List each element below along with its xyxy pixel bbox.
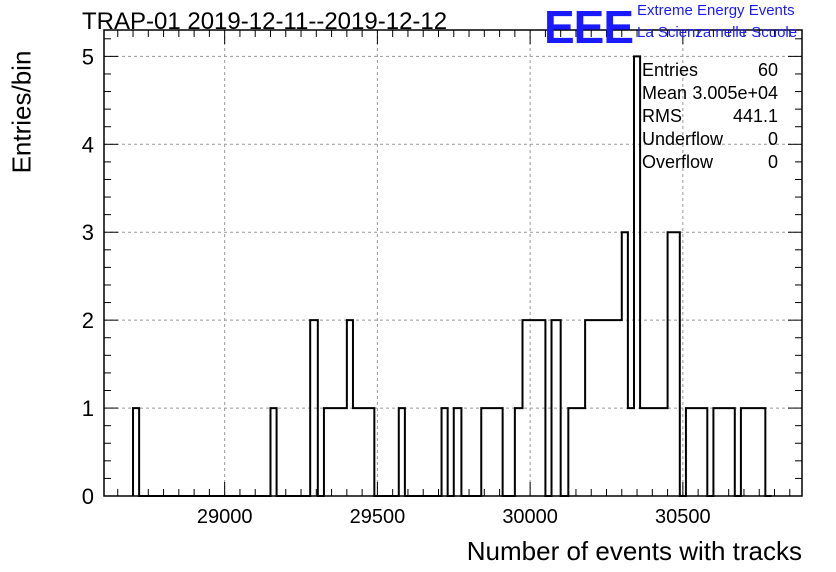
- histogram-bin: [353, 408, 374, 496]
- histogram-bin: [741, 408, 765, 496]
- stat-mean-label: Mean: [642, 83, 688, 103]
- chart-title: TRAP-01 2019-12-11--2019-12-12: [82, 8, 448, 35]
- y-axis-label: Entries/bin: [6, 50, 37, 174]
- x-tick-label: 29000: [197, 506, 253, 528]
- y-tick-label: 1: [82, 396, 94, 421]
- stat-mean-value: 3.005e+04: [692, 83, 778, 103]
- y-tick-label: 2: [82, 308, 94, 333]
- histogram-bin: [515, 408, 523, 496]
- histogram-bin: [324, 408, 347, 496]
- histogram-bin: [628, 408, 634, 496]
- y-tick-label: 3: [82, 220, 94, 245]
- y-tick-label: 4: [82, 132, 94, 157]
- x-tick-label: 29500: [350, 506, 406, 528]
- logo-line-2: La Scienza nelle Scuole: [637, 24, 798, 41]
- stat-overflow-label: Overflow: [642, 152, 714, 172]
- stat-underflow-value: 0: [767, 129, 778, 149]
- histogram-bin: [568, 408, 585, 496]
- axes: 29000 29500 30000 30500 0 1 2 3 4 5: [82, 29, 803, 528]
- stat-entries-label: Entries: [642, 60, 699, 80]
- logo-line-1: Extreme Energy Events: [637, 2, 795, 19]
- histogram-bin: [454, 408, 462, 496]
- histogram-bin: [713, 408, 734, 496]
- eee-logo: EEE: [544, 1, 634, 53]
- x-axis-label: Number of events with tracks: [466, 536, 802, 566]
- histogram-bin: [686, 408, 707, 496]
- stat-underflow-label: Underflow: [642, 129, 724, 149]
- y-tick-label: 0: [82, 484, 94, 509]
- plot-frame: [103, 29, 803, 497]
- stat-entries-value: 60: [757, 60, 778, 80]
- x-tick-label: 30500: [655, 506, 711, 528]
- x-tick-label: 30000: [502, 506, 558, 528]
- stat-overflow-value: 0: [767, 152, 778, 172]
- stat-rms-label: RMS: [642, 106, 682, 126]
- histogram-bin: [668, 232, 680, 496]
- stat-rms-value: 441.1: [732, 106, 778, 126]
- y-tick-label: 5: [82, 44, 94, 69]
- histogram-bin: [640, 408, 667, 496]
- histogram-bin: [481, 408, 502, 496]
